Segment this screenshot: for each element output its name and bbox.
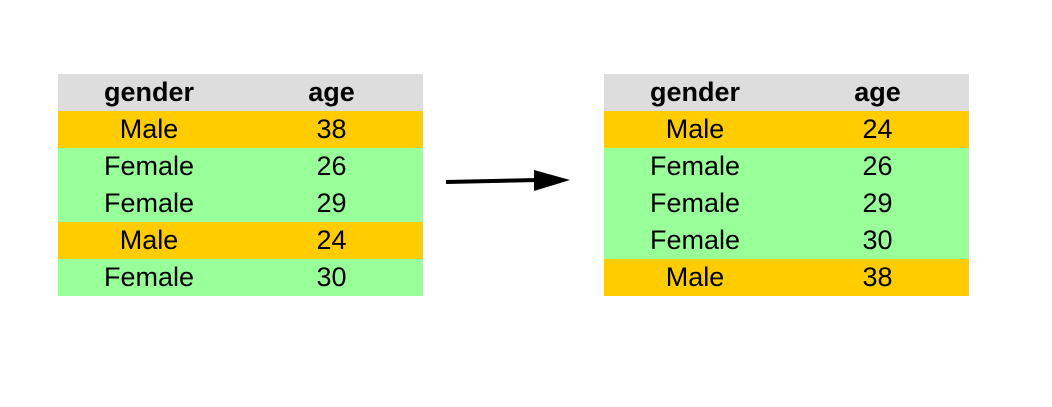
table-row: Female 30 xyxy=(604,222,969,259)
cell-age: 26 xyxy=(316,151,347,181)
cell-gender: Male xyxy=(119,225,179,255)
table-row: Male 24 xyxy=(604,111,969,148)
cell-gender: Female xyxy=(649,188,741,218)
table-row: Female 29 xyxy=(58,185,423,222)
cell-age: 38 xyxy=(862,262,893,292)
table-row: Female 29 xyxy=(604,185,969,222)
cell-age: 24 xyxy=(316,225,347,255)
cell-age: 38 xyxy=(316,114,347,144)
cell-gender: Female xyxy=(103,262,195,292)
cell-age: 24 xyxy=(862,114,893,144)
table-row: Male 38 xyxy=(58,111,423,148)
cell-gender: Male xyxy=(119,114,179,144)
table-row: Male 24 xyxy=(58,222,423,259)
header-gender: gender xyxy=(103,77,195,107)
cell-gender: Male xyxy=(665,114,725,144)
cell-gender: Female xyxy=(649,225,741,255)
table-row: Female 26 xyxy=(58,148,423,185)
cell-gender: Male xyxy=(665,262,725,292)
header-age: age xyxy=(308,77,355,107)
table-row: Male 38 xyxy=(604,259,969,296)
table-header: gender age xyxy=(604,74,969,111)
cell-gender: Female xyxy=(103,188,195,218)
table-header: gender age xyxy=(58,74,423,111)
cell-age: 29 xyxy=(862,188,893,218)
cell-age: 30 xyxy=(316,262,347,292)
table-row: Female 26 xyxy=(604,148,969,185)
cell-gender: Female xyxy=(649,151,741,181)
cell-age: 26 xyxy=(862,151,893,181)
left-table: gender age Male 38 Female 26 Female 29 M… xyxy=(58,74,423,296)
transform-arrow-icon xyxy=(446,170,570,191)
cell-gender: Female xyxy=(103,151,195,181)
cell-age: 30 xyxy=(862,225,893,255)
table-row: Female 30 xyxy=(58,259,423,296)
right-table: gender age Male 24 Female 26 Female 29 F… xyxy=(604,74,969,296)
header-age: age xyxy=(854,77,901,107)
header-gender: gender xyxy=(649,77,741,107)
cell-age: 29 xyxy=(316,188,347,218)
